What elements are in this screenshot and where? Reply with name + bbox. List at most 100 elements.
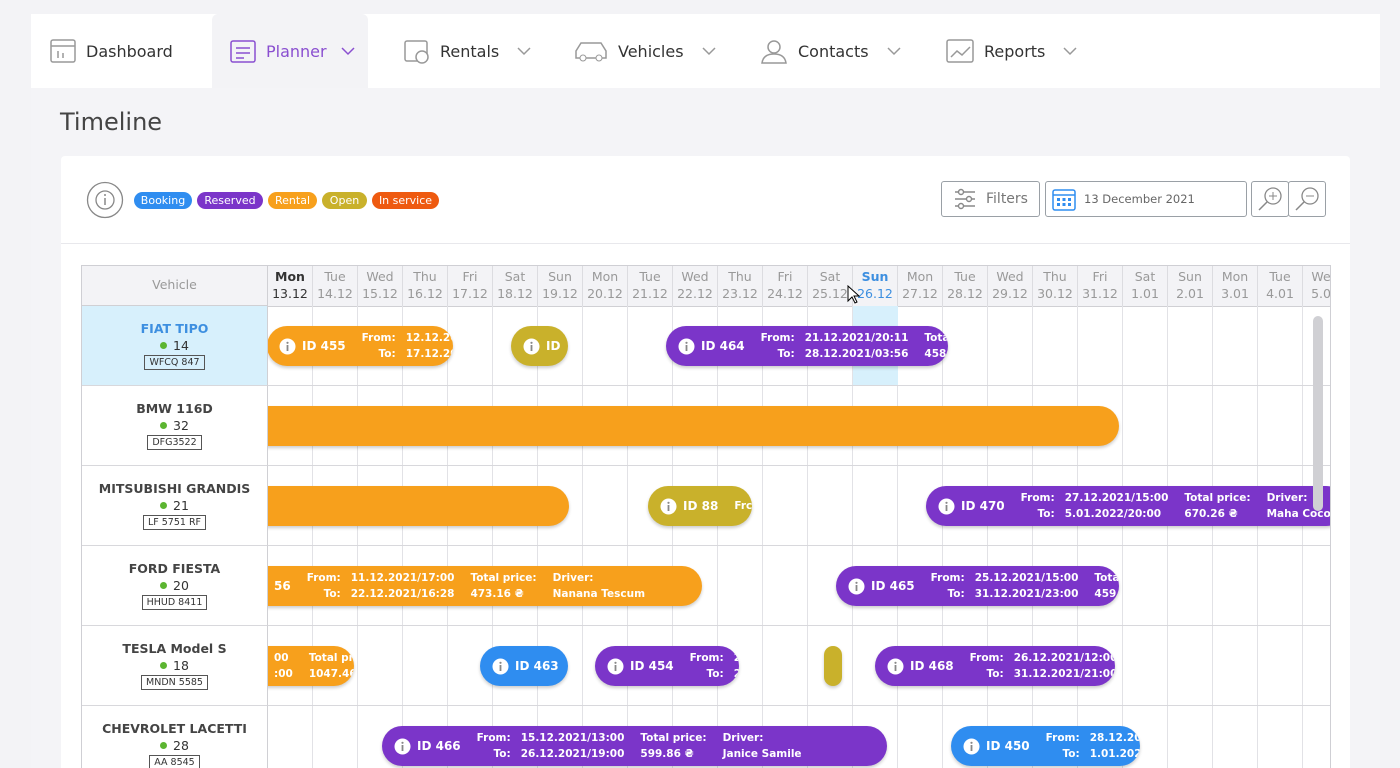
day-date: 14.12 <box>317 286 353 301</box>
day-cell: Thu 30.12 <box>1033 266 1078 306</box>
grid-column <box>313 306 358 768</box>
nav-rentals[interactable]: Rentals <box>404 14 531 88</box>
booking-id: 56 <box>274 579 291 593</box>
grid-column <box>1258 306 1303 768</box>
day-name: Wed <box>1311 269 1330 284</box>
booking-bar[interactable]: ID <box>511 326 568 366</box>
booking-id: ID 88 <box>683 499 719 513</box>
status-dot <box>160 662 168 669</box>
nav-bar: Dashboard Planner Rentals Vehicles Conta… <box>31 14 1380 88</box>
nav-planner[interactable]: Planner <box>212 14 368 88</box>
icon <box>230 40 256 63</box>
day-name: Wed <box>681 269 709 284</box>
vehicle-name: TESLA Model S <box>122 641 227 656</box>
booking-bar[interactable]: ID 465 From: 25.12.2021/15:00 To: 31.12.2021… <box>836 566 1119 606</box>
vehicle-plate: LF 5751 RF <box>142 515 207 530</box>
vehicle-cell: FIAT TIPO 14 WFCQ 847 <box>82 306 268 386</box>
booking-bar[interactable]: ID 455 From: 12.12.2021 To: 17.12.2021 <box>268 326 453 366</box>
day-date: 31.12 <box>1082 286 1118 301</box>
booking-bar[interactable] <box>268 486 569 526</box>
booking-field: 28.12.2021/03:56 <box>804 348 909 360</box>
booking-field-group: From: 27.12.2021/15:00 To: 5.01.2022/20:00 <box>1021 490 1169 522</box>
booking-id: ID 450 <box>986 739 1030 753</box>
vehicle-count: 21 <box>173 498 189 513</box>
booking-field: To: <box>947 588 965 600</box>
booking-bar[interactable]: ID 88 Frc <box>648 486 752 526</box>
vehicle-count: 18 <box>173 658 189 673</box>
day-name: Sun <box>548 269 572 284</box>
chevron <box>887 47 901 56</box>
chevron <box>1063 47 1077 56</box>
day-cell: Fri 31.12 <box>1078 266 1123 306</box>
grid-column <box>268 306 313 768</box>
vehicle-cell: FORD FIESTA 20 HHUD 8411 <box>82 546 268 626</box>
day-header: Mon 13.12 Tue 14.12 Wed 15.12 Thu 16.12 Fri 17.12… <box>268 266 1330 307</box>
day-date: 2.01 <box>1176 286 1204 301</box>
filters-button[interactable]: Filters <box>941 181 1040 217</box>
zoom-out[interactable] <box>1288 181 1326 217</box>
status-dot <box>160 342 168 349</box>
booking-field-group: From: 25.12.2021/15:00 To: 31.12.2021/23:00 <box>931 570 1079 602</box>
vehicle-name: FIAT TIPO <box>140 321 209 336</box>
booking-field: To: <box>323 588 341 600</box>
vehicle-cell: TESLA Model S 18 MNDN 5585 <box>82 626 268 706</box>
nav-dashboard[interactable]: Dashboard <box>50 14 173 88</box>
booking-bar[interactable] <box>824 646 842 686</box>
booking-bar[interactable]: ID 466 From: 15.12.2021/13:00 To: 26.12.2021… <box>382 726 887 766</box>
booking-field: Driver: <box>722 732 764 744</box>
booking-id: ID <box>546 339 561 353</box>
nav-vehicles[interactable]: Vehicles <box>574 14 716 88</box>
day-date: 24.12 <box>767 286 803 301</box>
zoom-in[interactable] <box>1251 181 1289 217</box>
icon <box>946 39 974 63</box>
booking-bar[interactable]: ID 468 From: 26.12.2021/12:00 To: 31.12.2021… <box>875 646 1115 686</box>
booking-bar[interactable]: ID 454 From: 20 To: 23 <box>595 646 739 686</box>
booking-bar[interactable]: 56 From: 11.12.2021/17:00 To: 22.12.2021/16:… <box>268 566 702 606</box>
chevron <box>341 47 355 56</box>
booking-field: From: <box>969 652 1004 664</box>
booking-field-group: From: 28.12.2021 To: 1.01.2022/ <box>1046 730 1140 762</box>
booking-bar[interactable]: ID 470 From: 27.12.2021/15:00 To: 5.01.2022/… <box>926 486 1330 526</box>
booking-bar[interactable]: ID 463 <box>480 646 568 686</box>
day-name: Mon <box>275 269 305 284</box>
grid-column <box>448 306 493 768</box>
status-dot <box>160 502 168 509</box>
booking-field-group: Driver: Nanana Tescum <box>553 570 645 602</box>
booking-bar[interactable] <box>268 406 1119 446</box>
day-cell: Sun 2.01 <box>1168 266 1213 306</box>
booking-id: ID 466 <box>417 739 461 753</box>
vehicle-cell: CHEVROLET LACETTI 28 AA 8545 <box>82 706 268 768</box>
day-date: 22.12 <box>677 286 713 301</box>
chevron <box>702 47 716 56</box>
grid-column <box>763 306 808 768</box>
status-dot <box>160 742 168 749</box>
day-cell: Mon 20.12 <box>583 266 628 306</box>
info-button[interactable] <box>86 181 124 219</box>
vehicle-plate: HHUD 8411 <box>141 595 208 610</box>
booking-field-group: From: 21.12.2021/20:11 To: 28.12.2021/03:56 <box>761 330 909 362</box>
date-input[interactable]: 13 December 2021 <box>1045 181 1247 217</box>
grid-column <box>988 306 1033 768</box>
booking-field-group: Total price: 473.16 ₴ <box>470 570 536 602</box>
booking-field: From: <box>689 652 724 664</box>
booking-id: ID 454 <box>630 659 674 673</box>
grid-column <box>1078 306 1123 768</box>
booking-bar[interactable]: ID 464 From: 21.12.2021/20:11 To: 28.12.2021… <box>666 326 948 366</box>
icon <box>955 188 975 210</box>
booking-field: To: <box>493 748 511 760</box>
info-icon <box>394 738 411 755</box>
booking-field: Frc <box>734 500 752 512</box>
nav-contacts[interactable]: Contacts <box>760 14 901 88</box>
legend-badge: Open <box>322 192 367 209</box>
day-date: 16.12 <box>407 286 443 301</box>
booking-bar[interactable]: ID 450 From: 28.12.2021 To: 1.01.2022/ <box>951 726 1140 766</box>
row-line <box>268 625 1330 626</box>
row-line <box>268 465 1330 466</box>
day-date: 20.12 <box>587 286 623 301</box>
day-date: 17.12 <box>452 286 488 301</box>
booking-field: From: <box>306 572 341 584</box>
nav-reports[interactable]: Reports <box>946 14 1077 88</box>
grid-column <box>943 306 988 768</box>
booking-field: Total price: <box>640 732 707 744</box>
